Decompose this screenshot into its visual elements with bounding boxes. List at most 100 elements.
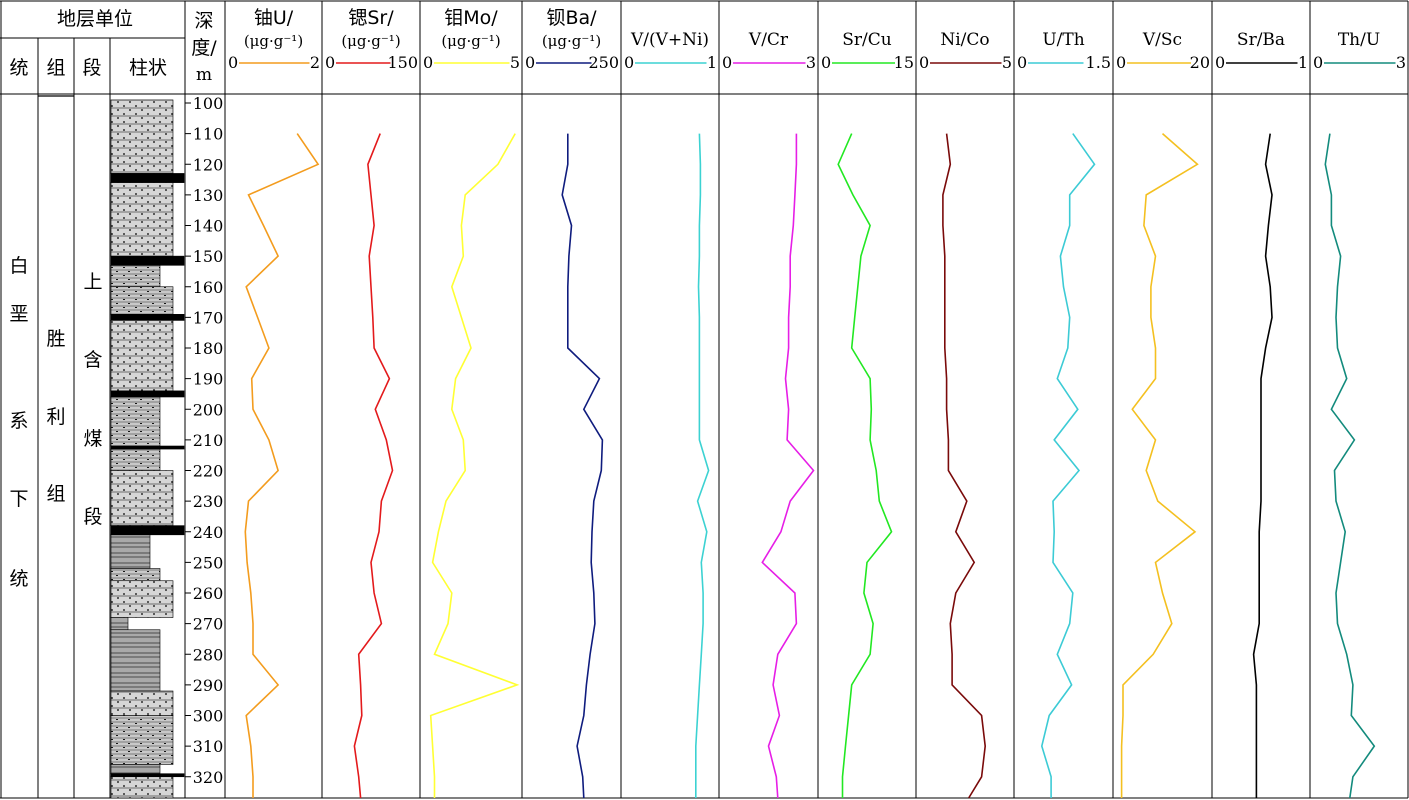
panel-title: V/Cr bbox=[748, 30, 789, 50]
depth-tick-label: 310 bbox=[193, 737, 224, 756]
depth-tick-label: 270 bbox=[193, 615, 224, 634]
depth-tick-label: 240 bbox=[193, 523, 224, 542]
panel-10: V/Sc 0 20 bbox=[1116, 30, 1210, 798]
panel-1: 铀U/ (μg·g⁻¹) 0 2 bbox=[228, 7, 320, 798]
panel-2: 锶Sr/ (μg·g⁻¹) 0 150 bbox=[325, 7, 418, 799]
lithology-layer bbox=[110, 764, 161, 774]
series-line bbox=[561, 133, 604, 799]
series-line bbox=[1252, 133, 1273, 798]
scale-max-label: 20 bbox=[1190, 53, 1210, 72]
depth-tick-label: 250 bbox=[193, 553, 224, 572]
scale-min-label: 0 bbox=[1116, 53, 1126, 72]
lithology-layer bbox=[110, 534, 151, 569]
coal-seam-layer bbox=[110, 314, 185, 321]
depth-tick-label: 160 bbox=[193, 278, 224, 297]
scale-max-label: 2 bbox=[310, 53, 320, 72]
coal-seam-layer bbox=[110, 173, 185, 183]
lithology-layer bbox=[110, 568, 161, 582]
depth-tick-label: 300 bbox=[193, 707, 224, 726]
system-char: 下 bbox=[9, 488, 28, 510]
series-line bbox=[1324, 133, 1376, 799]
depth-tick-label: 220 bbox=[193, 462, 224, 481]
scale-max-label: 15 bbox=[894, 53, 914, 72]
series-line bbox=[694, 133, 710, 798]
system-column-header: 统 bbox=[9, 57, 28, 79]
depth-header-line3: m bbox=[196, 65, 212, 85]
lithology-layer bbox=[110, 265, 161, 288]
member-column-header: 段 bbox=[82, 57, 101, 79]
depth-tick-label: 210 bbox=[193, 431, 224, 450]
panel-unit: (μg·g⁻¹) bbox=[244, 32, 303, 50]
lithology-layer bbox=[110, 629, 161, 692]
depth-tick-label: 330 bbox=[193, 798, 224, 800]
depth-tick-label: 150 bbox=[193, 247, 224, 266]
scale-min-label: 0 bbox=[919, 53, 929, 72]
panel-3: 钼Mo/ (μg·g⁻¹) 0 5 bbox=[423, 7, 520, 798]
formation-char: 组 bbox=[46, 483, 65, 505]
lithology-layer bbox=[110, 776, 174, 799]
depth-tick-label: 290 bbox=[193, 676, 224, 695]
panel-title: Sr/Cu bbox=[842, 30, 892, 50]
panel-title: U/Th bbox=[1042, 30, 1084, 50]
coal-seam-layer bbox=[110, 390, 185, 398]
panel-title: 锶Sr/ bbox=[348, 7, 394, 29]
member-char: 段 bbox=[83, 506, 102, 528]
depth-header-line2: 度/ bbox=[191, 37, 217, 59]
panel-unit: (μg·g⁻¹) bbox=[441, 32, 500, 50]
panel-9: U/Th 0 1.5 bbox=[1017, 30, 1111, 798]
depth-tick-label: 120 bbox=[193, 155, 224, 174]
member-char: 上 bbox=[83, 271, 102, 293]
formation-name: 胜 利 组 bbox=[46, 328, 65, 505]
scale-min-label: 0 bbox=[1215, 53, 1225, 72]
member-name: 上 含 煤 段 bbox=[83, 271, 102, 528]
member-char: 含 bbox=[83, 349, 102, 371]
panel-title: 铀U/ bbox=[254, 7, 294, 29]
scale-min-label: 0 bbox=[1313, 53, 1323, 72]
depth-tick-label: 110 bbox=[193, 125, 224, 144]
panel-title: 钼Mo/ bbox=[444, 7, 498, 29]
lithology-layer bbox=[110, 470, 174, 526]
scale-max-label: 5 bbox=[1002, 53, 1012, 72]
scale-max-label: 1 bbox=[707, 53, 717, 72]
series-line bbox=[353, 133, 394, 799]
lithology-layer bbox=[110, 396, 161, 447]
series-line bbox=[429, 133, 520, 798]
lithology-column bbox=[110, 99, 185, 799]
system-char: 垩 bbox=[9, 303, 28, 325]
panel-12: Th/U 0 3 bbox=[1313, 30, 1406, 799]
panel-title: V/Sc bbox=[1142, 30, 1182, 50]
panel-8: Ni/Co 0 5 bbox=[919, 30, 1012, 799]
lithology-layer bbox=[110, 99, 174, 174]
depth-tick-label: 280 bbox=[193, 645, 224, 664]
formation-char: 胜 bbox=[46, 328, 65, 350]
coal-seam-layer bbox=[110, 773, 185, 778]
scale-min-label: 0 bbox=[624, 53, 634, 72]
scale-max-label: 5 bbox=[510, 53, 520, 72]
depth-tick-label: 190 bbox=[193, 370, 224, 389]
panel-unit: (μg·g⁻¹) bbox=[341, 32, 400, 50]
depth-axis: 100 110 120 130 140 150 160 170 180 190 200 210 220 2… bbox=[185, 94, 223, 800]
series-line bbox=[942, 133, 987, 799]
system-char: 系 bbox=[9, 410, 28, 432]
lithology-layer bbox=[110, 715, 174, 765]
strat-unit-header: 地层单位 bbox=[57, 8, 133, 30]
scale-max-label: 3 bbox=[806, 53, 816, 72]
lithology-layer bbox=[110, 448, 161, 471]
depth-tick-label: 320 bbox=[193, 768, 224, 787]
system-char: 统 bbox=[9, 568, 28, 590]
lithology-column-header: 柱状 bbox=[129, 57, 167, 79]
series-line bbox=[1120, 132, 1199, 798]
scale-max-label: 250 bbox=[588, 53, 619, 72]
panel-title: Th/U bbox=[1338, 30, 1380, 50]
system-char: 白 bbox=[9, 255, 28, 277]
coal-seam-layer bbox=[110, 525, 185, 536]
depth-tick-label: 100 bbox=[193, 94, 224, 113]
series-line bbox=[761, 133, 815, 799]
formation-column-header: 组 bbox=[46, 57, 65, 79]
scale-min-label: 0 bbox=[423, 53, 433, 72]
lithology-layer bbox=[110, 690, 174, 716]
lithology-layer bbox=[110, 617, 129, 631]
panel-11: Sr/Ba 0 1 bbox=[1215, 30, 1308, 798]
